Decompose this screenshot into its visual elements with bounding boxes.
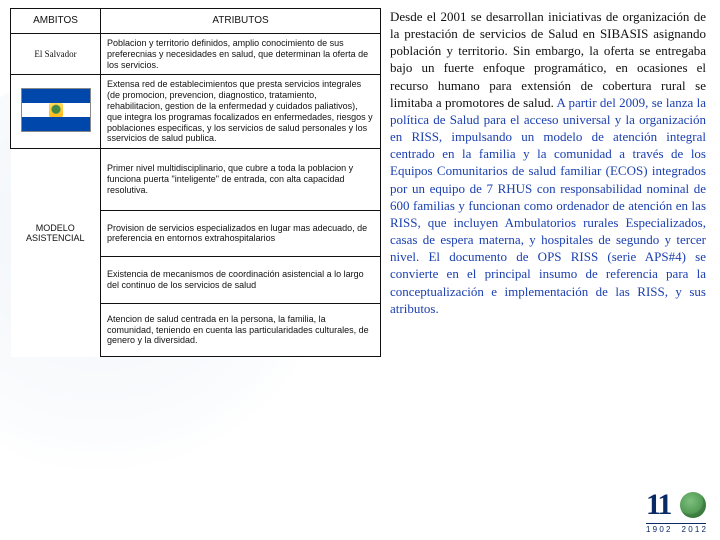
- logo-row: 11 1 9 0 2 2 0 1 2: [390, 486, 706, 534]
- table-header-row: AMBITOS ATRIBUTOS: [11, 9, 381, 34]
- model-label: MODELO ASISTENCIAL: [11, 210, 101, 257]
- left-column: AMBITOS ATRIBUTOS El Salvador Poblacion …: [10, 8, 380, 534]
- right-column: Desde el 2001 se desarrollan iniciativas…: [380, 8, 710, 534]
- attr-cell: Primer nivel multidisciplinario, que cub…: [101, 149, 381, 210]
- body-paragraph: Desde el 2001 se desarrollan iniciativas…: [390, 8, 706, 317]
- attr-cell: Poblacion y territorio definidos, amplio…: [101, 34, 381, 75]
- header-atributos: ATRIBUTOS: [101, 9, 381, 34]
- logo-big-number: 11: [646, 490, 670, 520]
- spacer-cell: [11, 303, 101, 356]
- attributes-table: AMBITOS ATRIBUTOS El Salvador Poblacion …: [10, 8, 381, 357]
- flag-el-salvador: [21, 88, 91, 132]
- flag-cell: [11, 75, 101, 149]
- attr-cell: Extensa red de establecimientos que pres…: [101, 75, 381, 149]
- globe-icon: [680, 492, 706, 518]
- table-row: El Salvador Poblacion y territorio defin…: [11, 34, 381, 75]
- logo-years: 1 9 0 2 2 0 1 2: [646, 523, 706, 534]
- flag-emblem-icon: [49, 103, 63, 117]
- anniversary-logo: 11 1 9 0 2 2 0 1 2: [646, 490, 706, 534]
- logo-year-start: 1 9 0 2: [646, 525, 670, 534]
- para-part2-highlight: A partir del 2009, se lanza la política …: [390, 95, 706, 316]
- spacer-cell: [11, 149, 101, 210]
- attr-cell: Atencion de salud centrada en la persona…: [101, 303, 381, 356]
- spacer-cell: [11, 257, 101, 304]
- logo-year-end: 2 0 1 2: [682, 525, 706, 534]
- model-label-l1: MODELO: [36, 223, 75, 233]
- table-row: Primer nivel multidisciplinario, que cub…: [11, 149, 381, 210]
- attr-cell: Existencia de mecanismos de coordinación…: [101, 257, 381, 304]
- attr-cell: Provision de servicios especializados en…: [101, 210, 381, 257]
- slide: AMBITOS ATRIBUTOS El Salvador Poblacion …: [0, 0, 720, 540]
- table-row: MODELO ASISTENCIAL Provision de servicio…: [11, 210, 381, 257]
- country-name: El Salvador: [11, 34, 101, 75]
- table-row: Existencia de mecanismos de coordinación…: [11, 257, 381, 304]
- table-row: Extensa red de establecimientos que pres…: [11, 75, 381, 149]
- header-ambitos: AMBITOS: [11, 9, 101, 34]
- table-row: Atencion de salud centrada en la persona…: [11, 303, 381, 356]
- model-label-l2: ASISTENCIAL: [26, 233, 85, 243]
